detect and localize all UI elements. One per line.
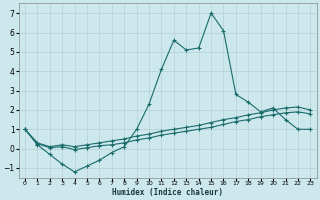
X-axis label: Humidex (Indice chaleur): Humidex (Indice chaleur): [112, 188, 223, 197]
